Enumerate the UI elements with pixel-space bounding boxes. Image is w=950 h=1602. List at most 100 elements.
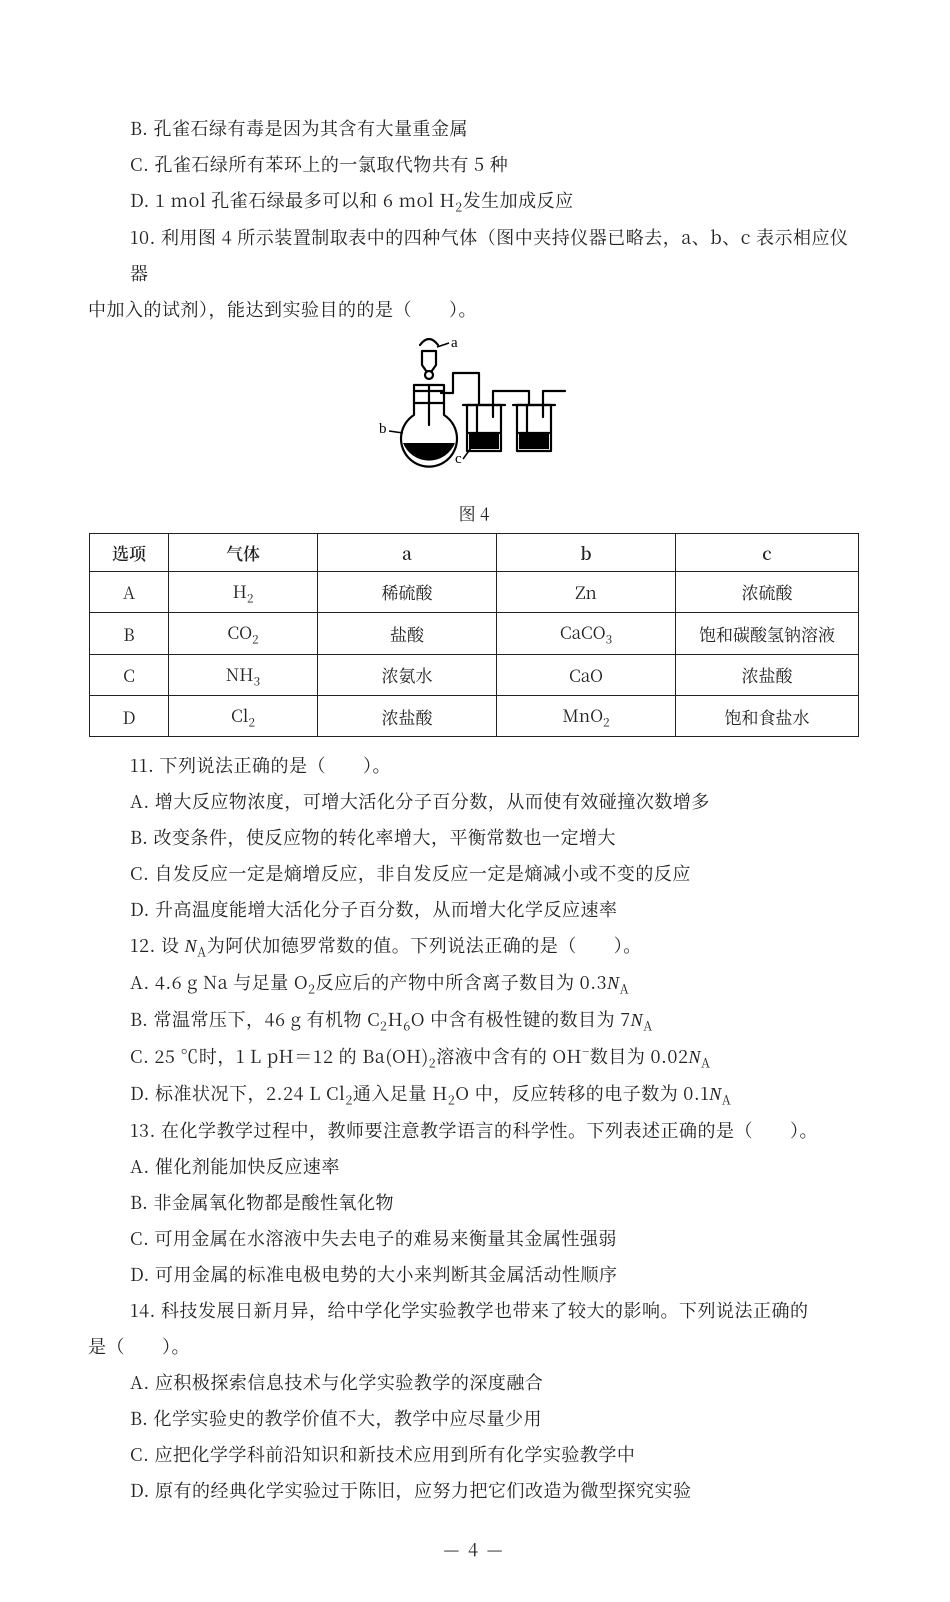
- cell-c: 饱和食盐水: [676, 695, 859, 736]
- q-text: 利用图 4 所示装置制取表中的四种气体（图中夹持仪器已略去，a、b、c 表示相应…: [130, 224, 849, 286]
- figure-4-caption: 图 4: [88, 500, 860, 525]
- cell-a: 稀硫酸: [318, 571, 497, 612]
- cell-gas: CO2: [169, 613, 318, 654]
- q12-option-a: A. 4.6 g Na 与足量 O2反应后的产物中所含离子数目为 0.3NA: [88, 964, 860, 1001]
- q13-option-b: B. 非金属氧化物都是酸性氧化物: [88, 1184, 860, 1220]
- q-text: 在化学教学过程中，教师要注意教学语言的科学性。下列表述正确的是（ ）。: [161, 1117, 818, 1143]
- opt-letter: C.: [130, 1441, 154, 1467]
- opt-text: 孔雀石绿所有苯环上的一氯取代物共有 5 种: [154, 151, 508, 177]
- opt-letter: C.: [130, 1225, 154, 1251]
- opt-letter: D.: [130, 1477, 155, 1503]
- opt-letter: C.: [130, 1043, 154, 1069]
- cell-opt: B: [90, 613, 169, 654]
- opt-text: 可用金属的标准电极电势的大小来判断其金属活动性顺序: [155, 1261, 618, 1287]
- cell-b: MnO2: [497, 695, 676, 736]
- q11-option-b: B. 改变条件，使反应物的转化率增大，平衡常数也一定增大: [88, 819, 860, 855]
- table-row: D Cl2 浓盐酸 MnO2 饱和食盐水: [90, 695, 859, 736]
- opt-letter: C.: [130, 151, 154, 177]
- q-text: 是（ ）。: [88, 1333, 190, 1359]
- q-number: 13.: [130, 1117, 161, 1143]
- q14-option-d: D. 原有的经典化学实验过于陈旧，应努力把它们改造为微型探究实验: [88, 1472, 860, 1508]
- opt-text: 升高温度能增大活化分子百分数，从而增大化学反应速率: [155, 896, 618, 922]
- label-a: a: [451, 335, 458, 351]
- opt-letter: D.: [130, 1080, 155, 1106]
- cell-b: Zn: [497, 571, 676, 612]
- cell-b: CaO: [497, 654, 676, 695]
- cell-opt: A: [90, 571, 169, 612]
- opt-text: 改变条件，使反应物的转化率增大，平衡常数也一定增大: [154, 824, 617, 850]
- q14-stem-line2: 是（ ）。: [88, 1328, 860, 1364]
- cell-gas: H2: [169, 571, 318, 612]
- q12-stem: 12. 设 NA为阿伏加德罗常数的值。下列说法正确的是（ ）。: [88, 927, 860, 964]
- opt-letter: A.: [130, 788, 155, 814]
- figure-4-apparatus: a b c: [88, 333, 860, 498]
- opt-letter: D.: [130, 1261, 155, 1287]
- opt-text: 1 mol 孔雀石绿最多可以和 6 mol H: [155, 187, 455, 213]
- opt-letter: B.: [130, 1189, 154, 1215]
- q13-stem: 13. 在化学教学过程中，教师要注意教学语言的科学性。下列表述正确的是（ ）。: [88, 1112, 860, 1148]
- q12-option-d: D. 标准状况下，2.24 L Cl2通入足量 H2O 中，反应转移的电子数为 …: [88, 1075, 860, 1112]
- opt-letter: A.: [130, 969, 155, 995]
- cell-gas: NH3: [169, 654, 318, 695]
- col-b: b: [497, 533, 676, 571]
- opt-letter: B.: [130, 115, 154, 141]
- q-number: 10.: [130, 224, 161, 250]
- cell-a: 盐酸: [318, 613, 497, 654]
- q12-option-b: B. 常温常压下，46 g 有机物 C2H6O 中含有极性键的数目为 7NA: [88, 1001, 860, 1038]
- opt-text: 自发反应一定是熵增反应，非自发反应一定是熵减小或不变的反应: [154, 860, 691, 886]
- q14-option-b: B. 化学实验史的教学价值不大，教学中应尽量少用: [88, 1400, 860, 1436]
- q-text: 科技发展日新月异，给中学化学实验教学也带来了较大的影响。下列说法正确的: [161, 1297, 809, 1323]
- q-number: 11.: [130, 752, 159, 778]
- apparatus-svg: a b c: [359, 333, 589, 493]
- opt-letter: D.: [130, 187, 155, 213]
- col-c: c: [676, 533, 859, 571]
- q10-stem-line2: 中加入的试剂），能达到实验目的的是（ ）。: [88, 291, 860, 327]
- q-number: 14.: [130, 1297, 161, 1323]
- opt-text: 化学实验史的教学价值不大，教学中应尽量少用: [154, 1405, 543, 1431]
- table-header-row: 选项 气体 a b c: [90, 533, 859, 571]
- cell-c: 浓盐酸: [676, 654, 859, 695]
- q14-option-a: A. 应积极探索信息技术与化学实验教学的深度融合: [88, 1364, 860, 1400]
- opt-text: 催化剂能加快反应速率: [155, 1153, 340, 1179]
- opt-letter: B.: [130, 824, 154, 850]
- opt-text: 应积极探索信息技术与化学实验教学的深度融合: [155, 1369, 544, 1395]
- col-gas: 气体: [169, 533, 318, 571]
- cell-c: 浓硫酸: [676, 571, 859, 612]
- opt-letter: B.: [130, 1006, 154, 1032]
- cell-opt: D: [90, 695, 169, 736]
- opt-letter: B.: [130, 1405, 154, 1431]
- var-N: N: [185, 936, 198, 956]
- table-row: A H2 稀硫酸 Zn 浓硫酸: [90, 571, 859, 612]
- opt-letter: A.: [130, 1153, 155, 1179]
- q9-option-d: D. 1 mol 孔雀石绿最多可以和 6 mol H2发生加成反应: [88, 182, 860, 219]
- q-text: 中加入的试剂），能达到实验目的的是（ ）。: [88, 296, 477, 322]
- opt-letter: D.: [130, 896, 155, 922]
- q-number: 12.: [130, 932, 161, 958]
- q10-stem-line1: 10. 利用图 4 所示装置制取表中的四种气体（图中夹持仪器已略去，a、b、c …: [88, 219, 860, 291]
- col-a: a: [318, 533, 497, 571]
- q14-stem-line1: 14. 科技发展日新月异，给中学化学实验教学也带来了较大的影响。下列说法正确的: [88, 1292, 860, 1328]
- opt-text: 应把化学学科前沿知识和新技术应用到所有化学实验教学中: [154, 1441, 635, 1467]
- opt-text: 增大反应物浓度，可增大活化分子百分数，从而使有效碰撞次数增多: [155, 788, 710, 814]
- q13-option-d: D. 可用金属的标准电极电势的大小来判断其金属活动性顺序: [88, 1256, 860, 1292]
- cell-a: 浓氨水: [318, 654, 497, 695]
- q11-option-a: A. 增大反应物浓度，可增大活化分子百分数，从而使有效碰撞次数增多: [88, 783, 860, 819]
- opt-text: 非金属氧化物都是酸性氧化物: [154, 1189, 395, 1215]
- table-row: C NH3 浓氨水 CaO 浓盐酸: [90, 654, 859, 695]
- opt-text: 可用金属在水溶液中失去电子的难易来衡量其金属性强弱: [154, 1225, 617, 1251]
- page-number: — 4 —: [88, 1536, 860, 1562]
- q14-option-c: C. 应把化学学科前沿知识和新技术应用到所有化学实验教学中: [88, 1436, 860, 1472]
- opt-letter: C.: [130, 860, 154, 886]
- q9-option-c: C. 孔雀石绿所有苯环上的一氯取代物共有 5 种: [88, 146, 860, 182]
- label-b: b: [379, 421, 387, 437]
- opt-text: 原有的经典化学实验过于陈旧，应努力把它们改造为微型探究实验: [155, 1477, 692, 1503]
- q10-table: 选项 气体 a b c A H2 稀硫酸 Zn 浓硫酸 B CO2 盐酸 CaC…: [89, 533, 859, 738]
- cell-c: 饱和碳酸氢钠溶液: [676, 613, 859, 654]
- label-c: c: [455, 451, 462, 467]
- opt-letter: A.: [130, 1369, 155, 1395]
- col-option: 选项: [90, 533, 169, 571]
- t: 设: [161, 932, 185, 958]
- opt-text: 发生加成反应: [463, 187, 574, 213]
- q-text: 下列说法正确的是（ ）。: [159, 752, 391, 778]
- cell-gas: Cl2: [169, 695, 318, 736]
